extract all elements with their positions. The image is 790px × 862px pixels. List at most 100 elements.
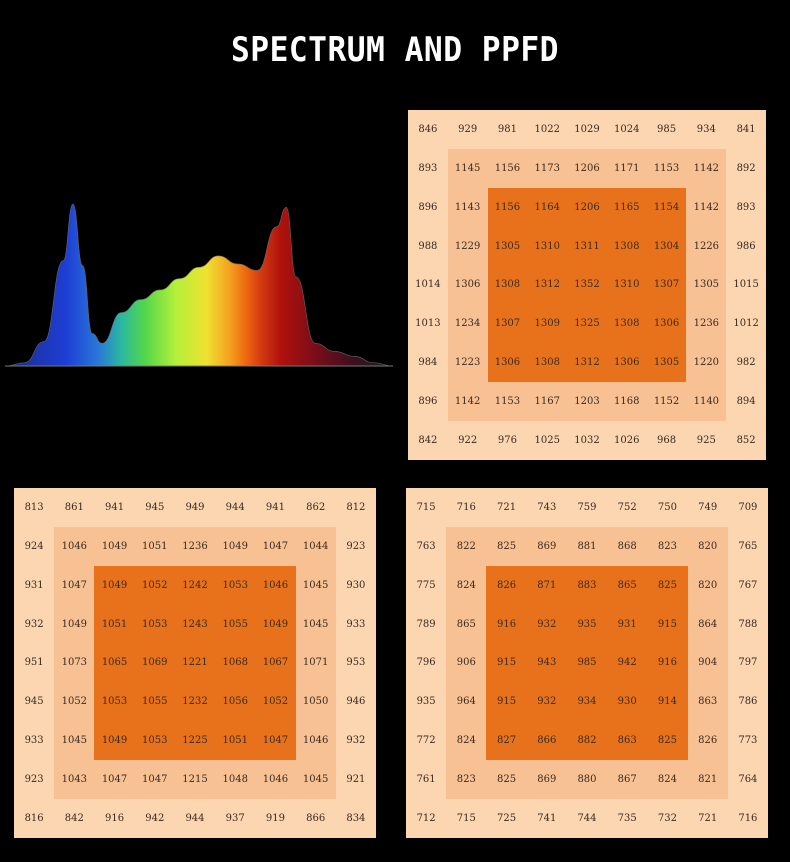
ppfd-value: 1232 xyxy=(182,696,208,708)
ppfd-value: 812 xyxy=(346,501,366,513)
ppfd-value: 716 xyxy=(456,501,476,513)
ppfd-value: 1055 xyxy=(142,696,168,708)
ppfd-value: 822 xyxy=(456,540,476,552)
ppfd-value: 1325 xyxy=(574,318,600,330)
ppfd-value: 1226 xyxy=(693,240,720,252)
ppfd-value: 773 xyxy=(738,735,758,747)
ppfd-value: 743 xyxy=(537,501,557,513)
ppfd-value: 1052 xyxy=(142,579,168,591)
ppfd-value: 1310 xyxy=(534,240,560,252)
ppfd-value: 923 xyxy=(346,540,366,552)
ppfd-value: 820 xyxy=(698,540,718,552)
ppfd-value: 988 xyxy=(418,240,438,252)
ppfd-value: 1049 xyxy=(101,579,128,591)
ppfd-value: 1140 xyxy=(693,396,720,408)
ppfd-value: 861 xyxy=(64,501,84,513)
ppfd-value: 1029 xyxy=(574,123,600,135)
ppfd-value: 1046 xyxy=(262,774,289,786)
ppfd-value: 767 xyxy=(738,579,758,591)
ppfd-value: 931 xyxy=(24,579,44,591)
ppfd-value: 925 xyxy=(696,435,716,447)
ppfd-value: 816 xyxy=(24,813,44,825)
ppfd-value: 933 xyxy=(346,618,366,630)
ppfd-value: 1047 xyxy=(61,579,88,591)
ppfd-value: 1306 xyxy=(494,357,521,369)
ppfd-value: 825 xyxy=(657,579,677,591)
ppfd-value: 1047 xyxy=(262,540,289,552)
ppfd-value: 834 xyxy=(346,813,366,825)
ppfd-value: 824 xyxy=(456,579,476,591)
ppfd-grid-bottom-left: 813 861 941 945 949 944 941 862 812 924 1046 1049 10… xyxy=(14,488,376,838)
ppfd-value: 1311 xyxy=(574,240,600,252)
ppfd-value: 976 xyxy=(497,435,517,447)
ppfd-value: 763 xyxy=(416,540,436,552)
ppfd-value: 1051 xyxy=(222,735,248,747)
ppfd-value: 1225 xyxy=(182,735,208,747)
ppfd-value: 869 xyxy=(537,540,557,552)
ppfd-value: 1308 xyxy=(494,279,521,291)
ppfd-value: 1308 xyxy=(614,240,640,252)
ppfd-value: 1047 xyxy=(142,774,168,786)
ppfd-value: 949 xyxy=(185,501,205,513)
ppfd-value: 735 xyxy=(617,813,637,825)
ppfd-value: 1052 xyxy=(61,696,88,708)
ppfd-value: 1352 xyxy=(574,279,600,291)
ppfd-value: 1152 xyxy=(653,396,680,408)
ppfd-value: 869 xyxy=(537,774,557,786)
ppfd-value: 944 xyxy=(225,501,245,513)
ppfd-value: 921 xyxy=(346,774,366,786)
ppfd-value: 1069 xyxy=(142,657,168,669)
ppfd-value: 1220 xyxy=(693,357,720,369)
ppfd-value: 883 xyxy=(577,579,597,591)
ppfd-value: 1032 xyxy=(574,435,600,447)
ppfd-value: 932 xyxy=(537,696,557,708)
ppfd-value: 922 xyxy=(458,435,478,447)
ppfd-value: 741 xyxy=(537,813,557,825)
ppfd-value: 1168 xyxy=(614,396,640,408)
ppfd-value: 1305 xyxy=(653,357,680,369)
ppfd-value: 935 xyxy=(416,696,436,708)
ppfd-value: 1012 xyxy=(733,318,759,330)
ppfd-value: 1203 xyxy=(574,396,600,408)
ppfd-value: 986 xyxy=(736,240,756,252)
ppfd-value: 1206 xyxy=(574,162,600,174)
ppfd-value: 752 xyxy=(617,501,637,513)
ppfd-value: 1308 xyxy=(614,318,640,330)
ppfd-value: 1049 xyxy=(101,735,128,747)
ppfd-grid-top-right: 846 929 981 1022 1029 1024 985 934 841 893 1145 115… xyxy=(408,110,766,460)
ppfd-value: 732 xyxy=(657,813,677,825)
ppfd-value: 1310 xyxy=(614,279,640,291)
ppfd-value: 1053 xyxy=(142,735,168,747)
ppfd-value: 1045 xyxy=(61,735,88,747)
ppfd-value: 1142 xyxy=(454,396,481,408)
ppfd-value: 871 xyxy=(537,579,557,591)
ppfd-value: 1053 xyxy=(142,618,168,630)
ppfd-value: 1026 xyxy=(614,435,640,447)
ppfd-value: 786 xyxy=(738,696,758,708)
ppfd-value: 866 xyxy=(537,735,557,747)
ppfd-value: 1047 xyxy=(262,735,289,747)
ppfd-value: 721 xyxy=(497,501,517,513)
ppfd-value: 825 xyxy=(497,540,517,552)
ppfd-value: 764 xyxy=(738,774,758,786)
ppfd-value: 1025 xyxy=(534,435,560,447)
ppfd-value: 867 xyxy=(617,774,637,786)
ppfd-value: 1236 xyxy=(693,318,720,330)
ppfd-value: 1215 xyxy=(182,774,208,786)
ppfd-value: 866 xyxy=(306,813,326,825)
ppfd-value: 823 xyxy=(657,540,677,552)
ppfd-value: 1229 xyxy=(454,240,481,252)
ppfd-value: 825 xyxy=(497,774,517,786)
ppfd-value: 1024 xyxy=(614,123,640,135)
ppfd-value: 964 xyxy=(456,696,476,708)
ppfd-value: 1312 xyxy=(574,357,600,369)
ppfd-value: 1046 xyxy=(262,579,289,591)
ppfd-value: 788 xyxy=(738,618,758,630)
ppfd-value: 1046 xyxy=(302,735,329,747)
ppfd-value: 1306 xyxy=(614,357,640,369)
ppfd-value: 946 xyxy=(346,696,366,708)
ppfd-grid-bottom-right: 715 716 721 743 759 752 750 749 709 763 822 825 869 8… xyxy=(406,488,768,838)
ppfd-value: 919 xyxy=(265,813,285,825)
ppfd-value: 943 xyxy=(537,657,557,669)
ppfd-value: 1013 xyxy=(415,318,441,330)
